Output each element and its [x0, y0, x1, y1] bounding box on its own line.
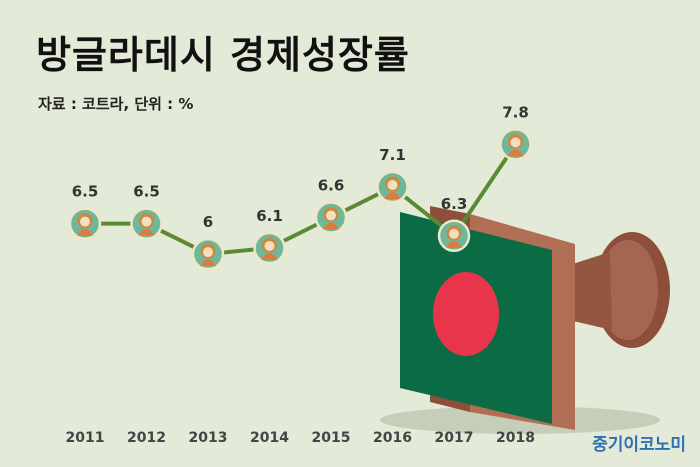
x-tick-2012: 2012 [127, 430, 166, 446]
data-label-2015: 6.6 [318, 177, 345, 195]
x-tick-2018: 2018 [496, 430, 535, 446]
data-label-2014: 6.1 [256, 207, 283, 225]
data-label-2017: 6.3 [441, 195, 468, 213]
data-labels: 6.5 6.5 6 6.1 6.6 7.1 6.3 7.8 [72, 103, 529, 231]
data-point-2014 [253, 231, 286, 265]
x-axis-tick-labels: 2011 2012 2013 2014 2015 2016 2017 2018 [66, 430, 535, 446]
data-point-2016 [376, 170, 409, 204]
x-tick-2013: 2013 [189, 430, 228, 446]
x-tick-2011: 2011 [66, 430, 105, 446]
data-point-2015 [314, 201, 348, 234]
data-point-2013 [191, 237, 225, 271]
data-point-2011 [68, 207, 102, 240]
bangladesh-flag-stamp-icon [380, 206, 670, 434]
chart-title: 방글라데시 경제성장률 [36, 33, 410, 77]
data-point-2012 [130, 207, 163, 240]
brand-logo: 중기이코노미 [592, 435, 686, 455]
data-label-2016: 7.1 [379, 146, 406, 164]
x-tick-2014: 2014 [250, 430, 289, 446]
data-point-2018 [499, 128, 532, 161]
data-label-2012: 6.5 [133, 183, 160, 201]
x-tick-2015: 2015 [312, 430, 351, 446]
data-point-2017 [437, 219, 471, 253]
data-markers [68, 128, 532, 271]
data-label-2018: 7.8 [502, 103, 529, 121]
source-note: 자료 : 코트라, 단위 : % [38, 95, 194, 113]
x-tick-2017: 2017 [435, 430, 474, 446]
data-label-2013: 6 [203, 213, 213, 231]
x-tick-2016: 2016 [373, 430, 412, 446]
data-label-2011: 6.5 [72, 183, 99, 201]
